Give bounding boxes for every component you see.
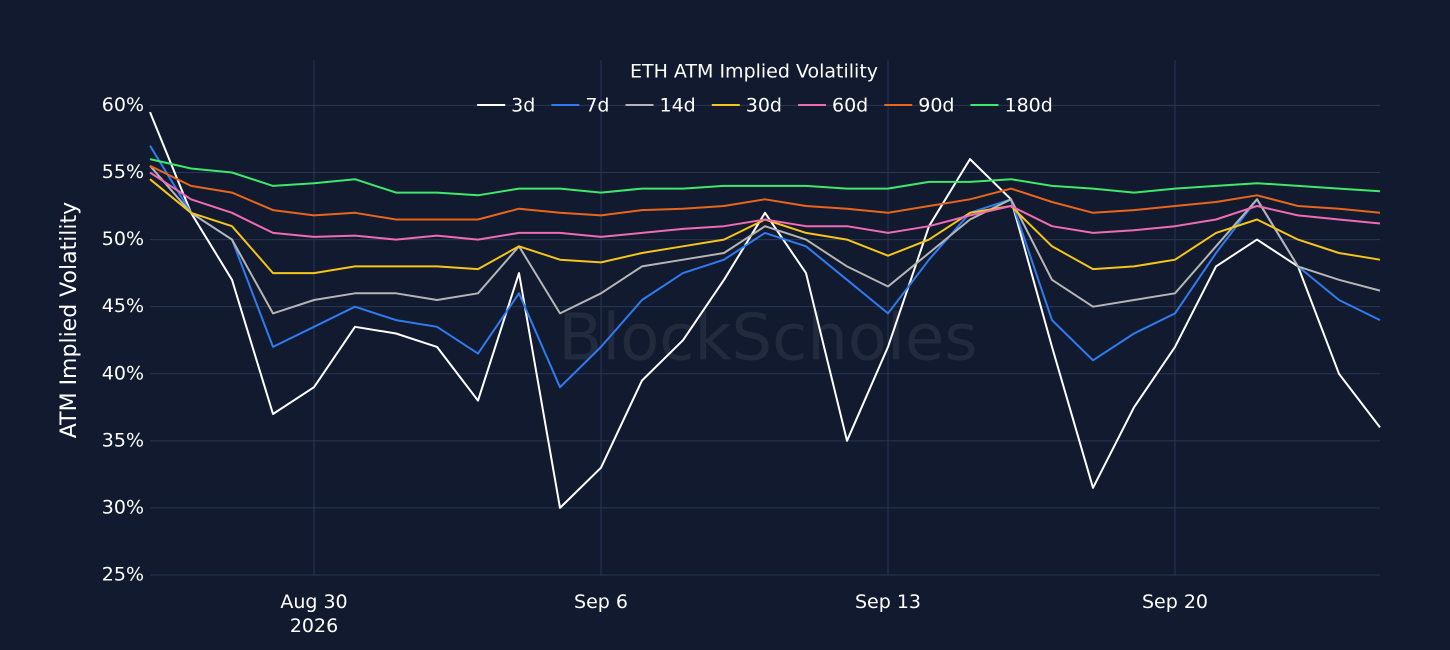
y-tick-label: 55% <box>102 161 144 183</box>
y-axis-title: ATM Implied Volatility <box>57 202 82 438</box>
legend-label: 60d <box>832 95 868 117</box>
series-line <box>149 165 1381 315</box>
x-tick-label-line: 2026 <box>290 615 338 637</box>
legend-label: 14d <box>659 95 695 117</box>
y-tick-label: 45% <box>102 295 144 317</box>
x-tick-label: Sep 6 <box>574 591 628 613</box>
x-tick-label-line: Aug 30 <box>280 591 347 613</box>
legend-label: 180d <box>1004 95 1052 117</box>
y-tick-label: 60% <box>102 94 144 116</box>
y-tick-label: 30% <box>102 496 144 518</box>
grid <box>150 60 1380 576</box>
y-tick-label: 50% <box>102 228 144 250</box>
x-tick-label: Aug 30 2026 <box>280 591 347 637</box>
x-tick-label-line: Sep 13 <box>855 591 921 613</box>
x-tick-label: Sep 20 <box>1142 591 1208 613</box>
series-line <box>149 164 1381 221</box>
legend-label: 90d <box>918 95 954 117</box>
legend: 3d 7d 14d 30d 60d 90d 180d <box>477 95 1053 117</box>
y-tick-label: 35% <box>102 429 144 451</box>
chart-title: ETH ATM Implied Volatility <box>630 61 878 83</box>
legend-label: 3d <box>511 95 535 117</box>
x-tick-label-line: Sep 6 <box>574 591 628 613</box>
series-line <box>149 171 1381 241</box>
watermark: BlockScholes <box>558 302 977 376</box>
series-line <box>149 145 1381 389</box>
y-tick-label: 40% <box>102 362 144 384</box>
series-line <box>149 111 1381 509</box>
legend-label: 30d <box>746 95 782 117</box>
y-tick-label: 25% <box>102 564 144 586</box>
series-line <box>149 158 1381 197</box>
x-tick-label-line: Sep 20 <box>1142 591 1208 613</box>
legend-label: 7d <box>585 95 609 117</box>
x-tick-label: Sep 13 <box>855 591 921 613</box>
